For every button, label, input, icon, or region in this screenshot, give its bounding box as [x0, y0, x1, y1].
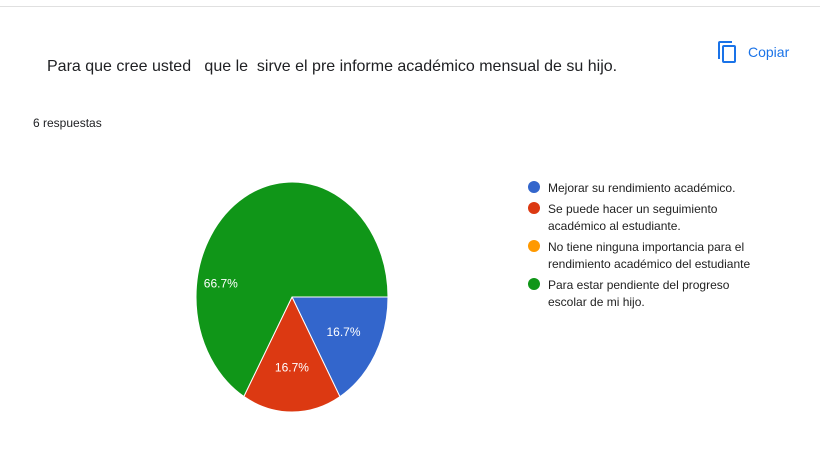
legend-label: No tiene ninguna importancia para el ren… [548, 240, 751, 271]
legend-item: Mejorar su rendimiento académico. [528, 180, 768, 197]
slice-label: 16.7% [327, 325, 361, 339]
legend-item: No tiene ninguna importancia para el ren… [528, 239, 768, 273]
pie-slice [291, 296, 389, 398]
legend-item: Se puede hacer un seguimiento académico … [528, 201, 768, 235]
response-count: 6 respuestas [33, 116, 102, 130]
card: Copiar [0, 6, 820, 449]
legend-label: Para estar pendiente del progreso escola… [548, 278, 730, 309]
legend: Mejorar su rendimiento académico. Se pued… [528, 180, 768, 315]
copy-icon [718, 41, 736, 63]
copy-button[interactable]: Copiar [716, 39, 789, 65]
legend-swatch [528, 181, 540, 193]
copy-label: Copiar [748, 44, 790, 60]
slice-label: 66.7% [204, 276, 238, 290]
legend-swatch [528, 278, 540, 290]
legend-swatch [528, 202, 540, 214]
pie-slice [195, 181, 389, 398]
question-title: Para que cree usted que le sirve el pre … [47, 58, 618, 75]
pie-slice [243, 295, 341, 413]
legend-label: Se puede hacer un seguimiento académico … [548, 202, 718, 233]
legend-label: Mejorar su rendimiento académico. [548, 181, 736, 195]
slice-label: 16.7% [275, 360, 309, 374]
legend-item: Para estar pendiente del progreso escola… [528, 277, 768, 311]
legend-swatch [528, 240, 540, 252]
